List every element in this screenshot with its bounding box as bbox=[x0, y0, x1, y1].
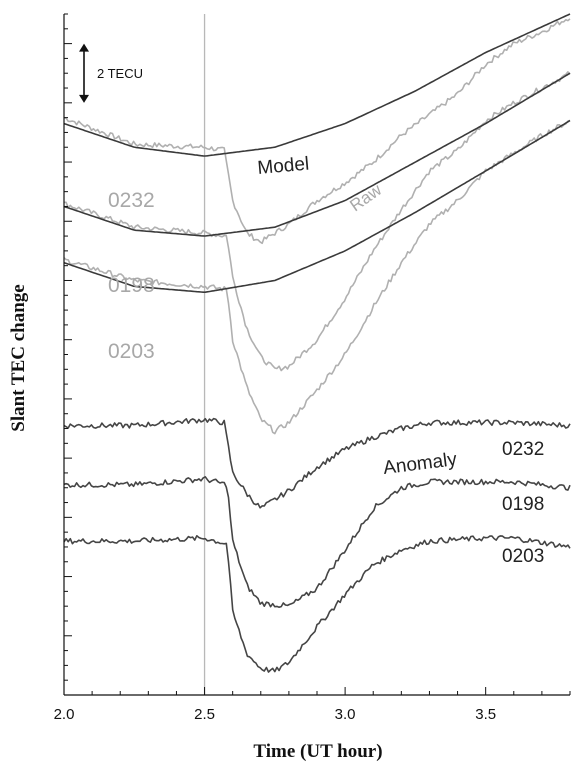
y-axis-label: Slant TEC change bbox=[8, 284, 29, 431]
axes-layer: 2.0 2.5 3.0 3.5 bbox=[54, 13, 571, 723]
series-anomaly-0203 bbox=[63, 535, 571, 673]
raw-series-label-0203: 0203 bbox=[108, 340, 155, 363]
scale-bar-label: 2 TECU bbox=[97, 66, 143, 81]
raw-label: Raw bbox=[346, 180, 385, 215]
x-tick-label: 3.0 bbox=[335, 706, 356, 723]
series-model-0203 bbox=[63, 119, 571, 293]
series-anomaly-0198 bbox=[63, 476, 571, 608]
x-tick-label: 2.0 bbox=[54, 706, 75, 723]
raw-series-label-0232: 0232 bbox=[108, 189, 155, 212]
anomaly-series-label-0232: 0232 bbox=[502, 439, 544, 460]
anomaly-label: Anomaly bbox=[382, 449, 458, 479]
series-model-0232 bbox=[63, 13, 571, 157]
raw-series-label-0198: 0198 bbox=[108, 274, 155, 297]
scale-bar-arrow-down-icon bbox=[79, 94, 89, 103]
x-axis-label: Time (UT hour) bbox=[253, 741, 382, 762]
x-tick-label: 2.5 bbox=[194, 706, 215, 723]
anomaly-series-label-0198: 0198 bbox=[502, 494, 544, 515]
series-layer bbox=[63, 13, 571, 673]
series-model-0198 bbox=[63, 72, 571, 237]
series-raw-0198 bbox=[64, 71, 571, 372]
model-label: Model bbox=[257, 154, 310, 179]
series-anomaly-0232 bbox=[63, 417, 571, 509]
annotation-layer: 2 TECU Model Raw 0232 0198 0203 Anomaly 0232 019… bbox=[79, 43, 544, 567]
anomaly-series-label-0203: 0203 bbox=[502, 546, 544, 567]
series-raw-0203 bbox=[63, 119, 571, 435]
series-raw-0232 bbox=[63, 18, 571, 245]
x-tick-label: 3.5 bbox=[475, 706, 496, 723]
scale-bar-arrow-up-icon bbox=[79, 43, 89, 52]
